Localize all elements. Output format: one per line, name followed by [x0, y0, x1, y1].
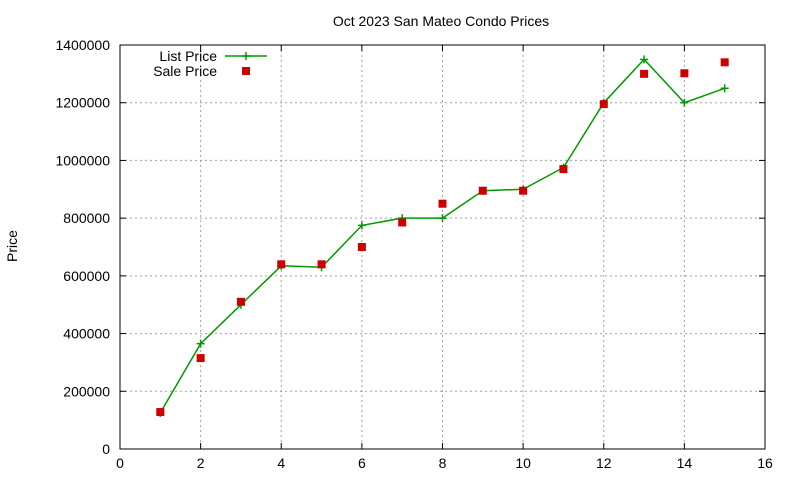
sale-price-point	[196, 354, 205, 363]
legend-label: List Price	[159, 48, 217, 64]
sale-price-point	[478, 186, 487, 195]
sale-price-point	[559, 165, 568, 174]
sale-price-point	[519, 186, 528, 195]
chart-title: Oct 2023 San Mateo Condo Prices	[333, 13, 549, 29]
y-tick-label: 1000000	[55, 152, 110, 168]
sale-price-point	[398, 218, 407, 227]
legend-square-swatch	[242, 67, 250, 75]
list-price-point	[196, 339, 205, 348]
x-tick-label: 2	[197, 455, 205, 471]
tick-labels: 0 2 4 6 8 10 12 14 16 0 200000 400000 600000 800000 10…	[55, 37, 773, 471]
sale-price-point	[640, 69, 649, 78]
sale-price-point	[438, 199, 447, 208]
axes	[119, 44, 766, 450]
x-tick-label: 8	[439, 455, 447, 471]
x-tick-label: 14	[677, 455, 693, 471]
sale-price-point	[236, 297, 245, 306]
x-tick-label: 0	[116, 455, 124, 471]
sale-price-point	[156, 408, 165, 417]
x-tick-label: 16	[757, 455, 773, 471]
y-tick-label: 1400000	[55, 37, 110, 53]
list-price-point	[680, 98, 689, 107]
x-tick-label: 6	[358, 455, 366, 471]
y-tick-label: 600000	[63, 268, 110, 284]
list-price-point	[438, 214, 447, 223]
list-price-point	[720, 84, 729, 93]
x-tick-label: 10	[515, 455, 531, 471]
y-axis-label: Price	[4, 230, 20, 262]
sale-price-point	[599, 100, 608, 109]
plot-border	[119, 44, 766, 450]
y-tick-label: 400000	[63, 326, 110, 342]
legend-label: Sale Price	[153, 63, 217, 79]
sale-price-point	[680, 69, 689, 78]
list-price-point	[357, 221, 366, 230]
y-tick-label: 800000	[63, 210, 110, 226]
x-tick-label: 4	[277, 455, 285, 471]
legend-cross-swatch	[242, 52, 250, 60]
series-layer	[156, 55, 729, 417]
list-price-point	[640, 55, 649, 64]
y-tick-label: 1200000	[55, 95, 110, 111]
y-tick-label: 0	[102, 441, 110, 457]
sale-price-point	[720, 58, 729, 67]
sale-price-point	[277, 260, 286, 269]
x-tick-label: 12	[596, 455, 612, 471]
grid-lines	[120, 45, 765, 449]
sale-price-point	[317, 260, 326, 269]
sale-price-point	[357, 243, 366, 251]
y-tick-label: 200000	[63, 383, 110, 399]
